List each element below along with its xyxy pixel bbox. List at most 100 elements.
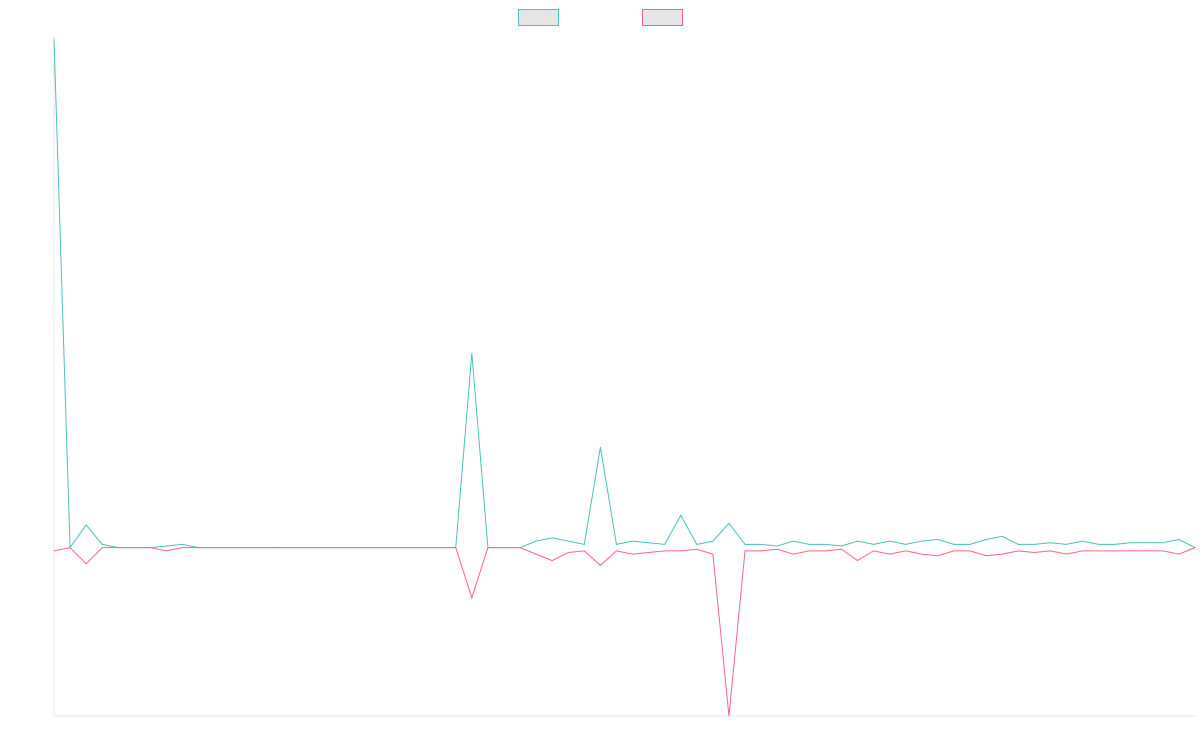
data-point — [921, 540, 923, 542]
data-point — [648, 542, 650, 544]
chart-axes — [53, 36, 1195, 717]
data-point — [85, 563, 87, 565]
data-point — [632, 540, 633, 542]
data-point — [841, 548, 842, 550]
data-point — [664, 550, 666, 552]
data-point — [857, 560, 858, 561]
data-point — [1066, 553, 1067, 555]
data-point — [310, 547, 312, 549]
data-point — [648, 552, 650, 553]
data-point — [599, 565, 601, 566]
data-point — [1066, 543, 1067, 545]
data-point — [680, 514, 682, 516]
data-point — [455, 547, 457, 549]
data-point — [358, 547, 360, 549]
data-point — [937, 555, 939, 557]
data-point — [921, 553, 923, 555]
data-point — [985, 555, 987, 557]
data-point — [776, 548, 778, 550]
data-point — [1001, 553, 1003, 555]
data-point — [824, 550, 826, 552]
data-point — [166, 545, 167, 547]
data-point — [1130, 542, 1132, 544]
data-point — [712, 553, 714, 555]
data-point — [326, 547, 328, 549]
data-point — [503, 547, 505, 549]
data-point — [182, 547, 183, 549]
data-point — [664, 543, 666, 545]
data-point — [246, 547, 248, 549]
data-point — [423, 547, 425, 549]
series-layer — [53, 38, 1196, 717]
data-point — [905, 543, 907, 545]
data-point — [583, 543, 585, 545]
data-point — [599, 446, 601, 448]
legend-swatch[interactable] — [642, 9, 683, 26]
data-point — [889, 540, 891, 542]
data-point — [535, 540, 537, 542]
series-1 — [53, 38, 1196, 550]
data-point — [680, 550, 682, 552]
data-point — [760, 543, 762, 545]
data-point — [792, 540, 794, 542]
data-point — [1098, 543, 1099, 545]
data-point — [953, 543, 955, 545]
legend-item-2[interactable] — [642, 9, 683, 26]
data-point — [1082, 550, 1083, 552]
data-point — [857, 540, 858, 542]
data-point — [551, 560, 553, 561]
data-point — [1146, 542, 1148, 544]
data-point — [873, 550, 874, 552]
data-point — [1162, 550, 1164, 552]
data-point — [391, 547, 392, 549]
data-point — [696, 543, 698, 545]
data-point — [712, 540, 714, 542]
legend-item-1[interactable] — [518, 9, 559, 26]
data-point — [69, 547, 71, 549]
data-point — [776, 545, 778, 547]
data-point — [85, 524, 87, 526]
data-point — [567, 540, 569, 542]
data-point — [471, 352, 473, 354]
data-point — [407, 547, 408, 549]
data-point — [616, 550, 617, 552]
data-point — [1033, 552, 1035, 553]
legend — [518, 9, 683, 26]
data-point — [1162, 542, 1164, 544]
data-point — [744, 550, 746, 552]
data-point — [728, 715, 730, 717]
data-point — [985, 539, 987, 540]
data-point — [262, 547, 264, 549]
data-point — [150, 547, 151, 549]
data-point — [1114, 550, 1116, 552]
series-line-1 — [53, 39, 1196, 550]
data-point — [1017, 543, 1019, 545]
data-point — [616, 543, 617, 545]
data-point — [519, 547, 521, 549]
data-point — [166, 550, 167, 552]
data-point — [535, 553, 537, 555]
data-point — [294, 547, 296, 549]
data-point — [969, 550, 971, 552]
data-point — [1001, 535, 1003, 537]
legend-swatch[interactable] — [518, 9, 559, 26]
data-point — [760, 550, 762, 552]
data-point — [1178, 539, 1180, 540]
data-point — [101, 547, 103, 549]
data-point — [1194, 547, 1196, 549]
data-point — [342, 547, 344, 549]
data-point — [230, 547, 232, 549]
data-point — [841, 545, 842, 547]
data-point — [487, 547, 489, 549]
data-point — [101, 543, 103, 545]
data-point — [214, 547, 216, 549]
data-point — [583, 550, 585, 552]
data-point — [1130, 550, 1132, 552]
data-point — [953, 550, 955, 552]
data-point — [1033, 543, 1035, 545]
data-point — [133, 547, 135, 549]
data-point — [1178, 553, 1180, 555]
data-point — [1049, 542, 1051, 544]
